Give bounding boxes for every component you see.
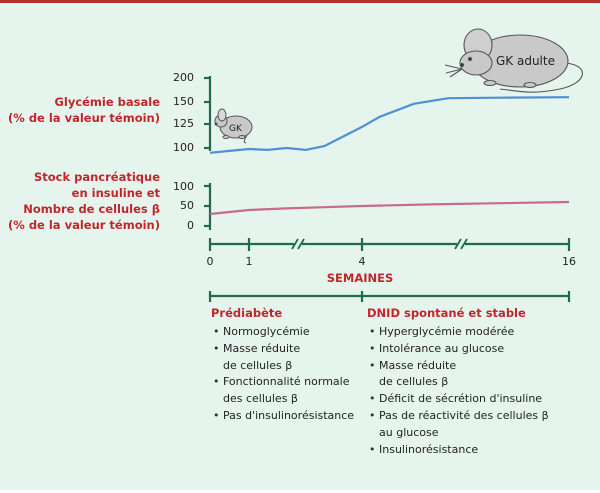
glycemia-axis-label: Glycémie basale (% de la valeur témoin): [8, 95, 160, 125]
phase-item-text-continued: au glucose: [379, 425, 439, 439]
adult-gk-mouse-icon: GK adulte: [444, 28, 583, 93]
phase-item-text: Masse réduite: [379, 358, 457, 372]
phase-list-item: Déficit de sécrétion d'insuline: [367, 391, 592, 408]
young-gk-mouse-icon: GK: [214, 108, 253, 144]
chart-canvas: GK GK adulte: [204, 28, 583, 302]
phase-list-item: Masse réduite de cellules β: [211, 341, 361, 375]
phase-list-item: Pas de réactivité des cellules β au gluco…: [367, 408, 592, 442]
young-mouse-label: GK: [229, 124, 243, 134]
phase-title-prediabetes: Prédiabète: [211, 306, 283, 320]
x-tick-label: 0: [206, 255, 214, 268]
phase-item-text: Intolérance au glucose: [379, 341, 505, 355]
phase-item-text: Fonctionnalité normale: [223, 375, 350, 389]
phase-list-item: Normoglycémie: [211, 324, 361, 341]
phase-list-item: Pas d'insulinorésistance: [211, 408, 361, 425]
y-tick-label: 0: [187, 219, 194, 232]
axis-break: [454, 238, 468, 250]
y-tick-label: 50: [180, 199, 194, 212]
phase-item-text: Hyperglycémie modérée: [379, 325, 515, 338]
phase-item-text-continued: de cellules β: [223, 358, 293, 372]
x-tick-label: 16: [562, 255, 576, 268]
phase-item-text: Pas de réactivité des cellules β: [379, 408, 549, 422]
phase-item-text: Normoglycémie: [223, 325, 310, 338]
stock-axis-label: Stock pancréatique en insuline et Nombre…: [8, 170, 160, 232]
y-tick-label: 150: [173, 95, 194, 108]
y-tick-label: 100: [173, 141, 194, 154]
stock-y-axis: [204, 183, 212, 230]
phase-list-item: Fonctionnalité normale des cellules β: [211, 374, 361, 408]
phase-list-prediabetes: Normoglycémie Masse réduite de cellules β F…: [211, 324, 361, 425]
y-tick-label: 125: [173, 117, 194, 130]
y-tick-label: 200: [173, 71, 194, 84]
y-tick-label: 100: [173, 180, 194, 193]
phase-list-item: Hyperglycémie modérée: [367, 324, 592, 341]
x-tick-label: 4: [358, 255, 366, 268]
x-axis-title: SEMAINES: [326, 271, 394, 285]
phase-item-text: Pas d'insulinorésistance: [223, 408, 355, 422]
phase-list-item: Intolérance au glucose: [367, 341, 592, 358]
phase-list-dnid: Hyperglycémie modérée Intolérance au gluc…: [367, 324, 592, 458]
phase-title-dnid: DNID spontané et stable: [367, 306, 526, 320]
phase-bracket: [208, 291, 571, 302]
stock-series-line: [209, 200, 570, 216]
glycemia-y-axis: [204, 76, 212, 151]
phase-list-item: Insulinorésistance: [367, 442, 592, 459]
phase-item-text-continued: de cellules β: [379, 375, 449, 389]
adult-mouse-label: GK adulte: [496, 54, 555, 68]
phase-item-text-continued: des cellules β: [223, 392, 298, 406]
phase-item-text: Insulinorésistance: [379, 442, 479, 456]
phase-item-text: Déficit de sécrétion d'insuline: [379, 392, 543, 406]
x-axis: [208, 238, 571, 251]
phase-list-item: Masse réduite de cellules β: [367, 358, 592, 392]
glycemia-series-line: [209, 96, 570, 154]
phase-item-text: Masse réduite: [223, 341, 301, 355]
x-tick-label: 1: [245, 255, 253, 268]
axis-break: [291, 238, 305, 250]
